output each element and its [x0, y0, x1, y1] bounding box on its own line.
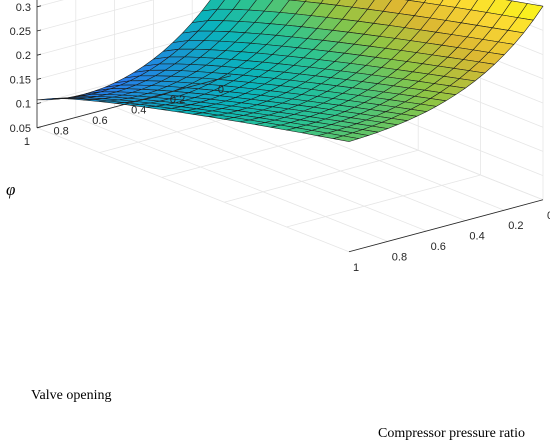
x-tick-label: 0: [547, 210, 550, 222]
z-tick-mark: [36, 29, 42, 32]
floor-gridline: [114, 106, 427, 232]
x-tick-label: 0.6: [431, 241, 446, 253]
y-tick-label: 0.2: [170, 94, 185, 106]
z-axis-title: φ: [6, 180, 15, 199]
surface-cell: [333, 135, 359, 142]
z-tick-label: 0.3: [16, 2, 31, 14]
y-tick-label: 0: [218, 84, 224, 96]
x-tick-label: 0.8: [392, 251, 407, 263]
z-tick-mark: [36, 126, 42, 129]
x-tick-label: 1: [353, 262, 359, 274]
z-tick-label: 0.2: [16, 50, 31, 62]
x-tick-label: 0.2: [508, 220, 523, 232]
floor-gridline: [36, 127, 350, 253]
floor-gridline: [286, 174, 481, 228]
z-tick-mark: [36, 5, 42, 8]
tick-labels: 0.050.10.150.20.250.30.350.40.4500.20.40…: [10, 2, 550, 274]
y-tick-label: 0.8: [54, 125, 69, 137]
z-tick-mark: [36, 78, 42, 80]
surface-plot: [36, 0, 544, 142]
y-axis-line: [36, 75, 232, 129]
z-tick-label: 0.1: [16, 99, 31, 111]
y-tick-label: 1: [24, 136, 30, 148]
z-tick-label: 0.25: [10, 26, 31, 38]
floor-gridline: [224, 149, 419, 203]
x-axis-title: Compressor pressure ratio: [378, 426, 525, 441]
z-tick-mark: [36, 53, 42, 56]
y-tick-label: 0.6: [92, 115, 107, 127]
floor-gridline: [153, 96, 466, 221]
z-tick-mark: [36, 102, 42, 104]
y-tick-label: 0.4: [131, 105, 146, 117]
x-tick-label: 0.4: [469, 231, 484, 243]
z-tick-label: 0.15: [10, 74, 31, 86]
floor-gridline: [75, 117, 388, 242]
x-axis-line: [348, 199, 544, 253]
z-tick-label: 0.05: [10, 123, 31, 135]
y-axis-title: Valve opening: [31, 388, 111, 403]
